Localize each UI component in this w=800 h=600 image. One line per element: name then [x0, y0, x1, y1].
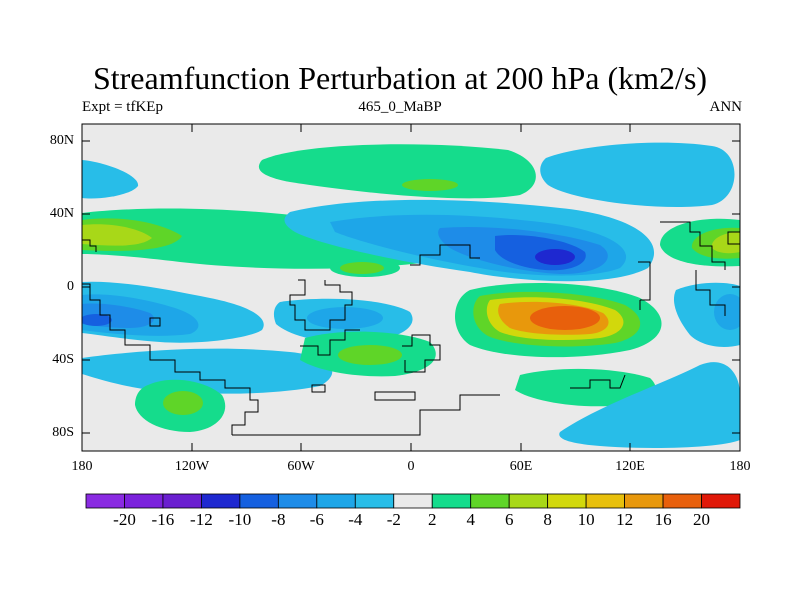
colorbar-label: 4: [466, 510, 475, 529]
colorbar-swatch: [547, 493, 587, 509]
colorbar-label: -20: [113, 510, 136, 529]
colorbar-swatch: [662, 493, 702, 509]
colorbar-label: -12: [190, 510, 213, 529]
colorbar-swatch: [277, 493, 318, 509]
y-tick-label: 40S: [52, 352, 74, 367]
x-tick-label: 60E: [509, 459, 533, 474]
contour-fills: [82, 142, 740, 448]
colorbar-swatch: [508, 493, 549, 509]
colorbar-swatch: [316, 493, 356, 509]
colorbar-swatch: [354, 493, 395, 509]
x-tick-label: 0: [407, 459, 415, 474]
experiment-label: Expt = tfKEp: [82, 99, 163, 115]
colorbar-label: -2: [386, 510, 401, 529]
x-tick-label: 60W: [287, 459, 315, 474]
axis-ticks: [82, 124, 740, 451]
colorbar-label: -4: [348, 510, 363, 529]
colorbar-swatch: [585, 493, 625, 509]
colorbar-label: 8: [543, 510, 552, 529]
x-tick-label: 180: [729, 459, 751, 474]
y-tick-label: 40N: [49, 206, 74, 221]
colorbar-swatch: [701, 493, 741, 509]
colorbar: [85, 493, 741, 509]
colorbar-swatch: [85, 493, 125, 509]
colorbar-label: -6: [309, 510, 324, 529]
colorbar-label: 2: [427, 510, 437, 529]
run-label: 465_0_MaBP: [358, 99, 442, 115]
y-tick-label: 0: [67, 279, 74, 294]
x-tick-label: 120E: [615, 459, 645, 474]
colorbar-swatch: [124, 493, 164, 509]
colorbar-swatch: [162, 493, 202, 509]
colorbar-label: -16: [151, 510, 175, 529]
y-tick-label: 80N: [49, 133, 74, 148]
colorbar-swatch: [201, 493, 241, 509]
colorbar-label: 20: [693, 510, 710, 529]
colorbar-label: -10: [228, 510, 252, 529]
colorbar-swatch: [239, 493, 279, 509]
colorbar-label: 10: [577, 510, 595, 529]
colorbar-swatch: [393, 493, 433, 509]
season-label: ANN: [709, 99, 743, 115]
colorbar-label: 6: [504, 510, 514, 529]
x-tick-label: 120W: [174, 459, 210, 474]
colorbar-label: 16: [654, 510, 672, 529]
colorbar-label: 12: [616, 510, 634, 529]
coastline-outlines: [82, 221, 740, 436]
colorbar-label: -8: [271, 510, 286, 529]
y-tick-label: 80S: [52, 425, 74, 440]
x-tick-label: 180: [71, 459, 93, 474]
colorbar-swatch: [624, 493, 664, 509]
colorbar-swatch: [470, 493, 510, 509]
colorbar-swatch: [431, 493, 472, 509]
map-title: Streamfunction Perturbation at 200 hPa (…: [92, 60, 708, 96]
